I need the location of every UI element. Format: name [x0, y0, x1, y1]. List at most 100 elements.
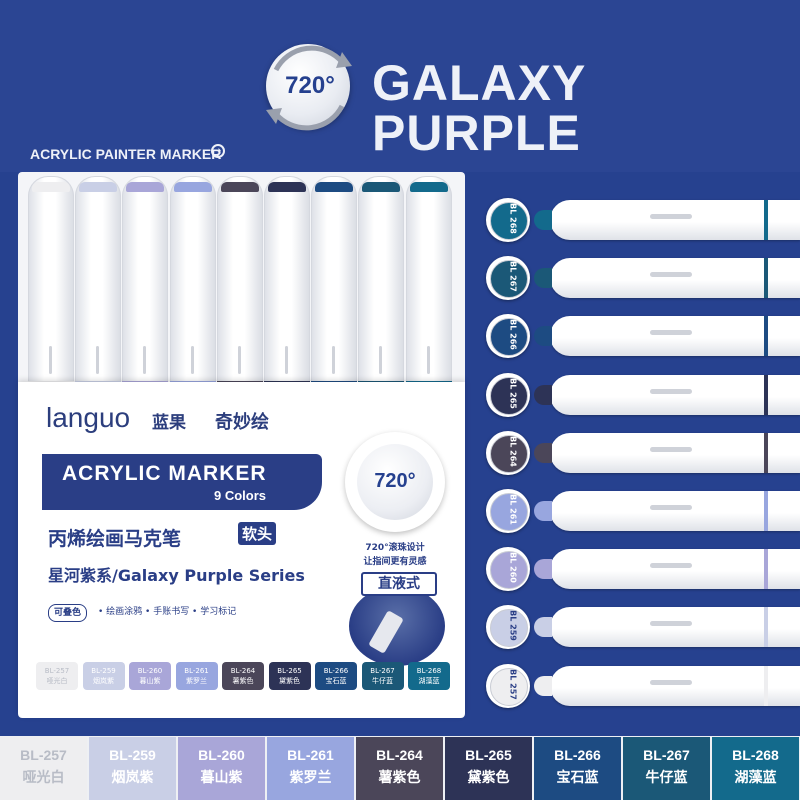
badge-text: 720° [285, 72, 335, 99]
marker-clip-slot [650, 446, 692, 452]
banner-subtitle: 9 Colors [214, 488, 267, 503]
marker-color-dot: BL 267 [486, 256, 530, 301]
pen-cap-tip [32, 182, 70, 192]
marker-barrel [550, 607, 800, 648]
marker-color-fill: BL 267 [490, 260, 528, 299]
color-swatch: BL-261 紫罗兰 [267, 737, 354, 800]
swatch-code: BL-268 [732, 747, 779, 763]
marker-color-dot: BL 268 [486, 198, 530, 242]
pen-cap-tip [362, 182, 401, 192]
chip-name: 紫罗兰 [186, 677, 207, 685]
side-marker: BL 264 [484, 429, 800, 477]
badge-line-2: 让指间更有灵感 [363, 557, 427, 567]
banner-title: ACRYLIC MARKER [62, 462, 267, 485]
subtitle: ACRYLIC PAINTER MARKER [30, 146, 222, 162]
marker-tip [534, 442, 552, 463]
chip-name: 湖藻蓝 [418, 677, 440, 685]
chip-name: 哑光白 [46, 677, 68, 685]
pen-cap-tip [173, 182, 212, 192]
pen-clip-slot [237, 346, 241, 374]
color-swatch: BL-264 薯紫色 [356, 737, 443, 800]
chip-code: BL-265 [277, 667, 302, 675]
marker-tip [534, 326, 552, 347]
swatch-name: 薯紫色 [378, 770, 421, 786]
chip-code: BL-261 [184, 667, 209, 675]
marker-tip [534, 210, 552, 230]
pen-cap-tip [79, 182, 118, 192]
marker-code-label: BL 264 [508, 435, 518, 467]
marker-clip-slot [650, 214, 692, 219]
pen-clip-slot [379, 346, 383, 374]
swatch-name: 烟岚紫 [111, 770, 154, 786]
product-name-cn: 丙烯绘画马克笔 [48, 528, 182, 550]
rotate-arrows-icon [266, 45, 352, 131]
marker-clip-slot [650, 563, 692, 569]
color-swatch: BL-265 黛紫色 [445, 737, 532, 800]
marker-color-fill: BL 260 [490, 551, 528, 590]
swatch-code: BL-267 [643, 747, 690, 763]
tip-type-tag: 软头 [238, 522, 277, 545]
chip-name: 牛仔蓝 [372, 677, 393, 685]
color-swatch: BL-266 宝石蓝 [534, 737, 621, 800]
swatch-name: 湖藻蓝 [734, 770, 777, 786]
marker-color-band [764, 316, 768, 357]
marker-barrel [550, 374, 800, 415]
badge-720: 720° [374, 470, 416, 492]
swatch-code: BL-266 [554, 747, 601, 763]
chip-code: BL-257 [44, 667, 70, 675]
swatch-name: 黛紫色 [467, 770, 510, 786]
marker-code-label: BL 267 [508, 261, 518, 293]
chip-code: BL-260 [137, 667, 163, 675]
package-color-chip: BL-265 黛紫色 [268, 662, 311, 690]
package-pen [75, 176, 122, 408]
swatch-code: BL-260 [198, 747, 245, 763]
marker-clip-slot [650, 272, 692, 278]
color-swatch: BL-267 牛仔蓝 [623, 737, 710, 800]
pen-clip-slot [49, 346, 52, 374]
pen-clip-slot [285, 346, 288, 374]
marker-barrel [550, 665, 800, 706]
package-pen [264, 176, 310, 408]
marker-code-label: BL 266 [508, 319, 518, 351]
marker-color-band [764, 432, 768, 473]
badge-line-1: 720°滚珠设计 [365, 543, 425, 553]
arrow-circle-icon: ➜ [211, 144, 225, 158]
package-color-chip: BL-268 湖藻蓝 [408, 662, 450, 690]
marker-color-band [764, 549, 768, 590]
marker-color-fill: BL 268 [490, 202, 528, 240]
marker-color-band [764, 374, 768, 415]
marker-barrel [550, 491, 800, 531]
marker-color-fill: BL 259 [490, 609, 528, 648]
color-swatch: BL-260 暮山紫 [178, 737, 265, 800]
marker-color-dot: BL 259 [486, 605, 530, 650]
side-marker: BL 259 [484, 603, 800, 651]
side-marker: BL 260 [484, 545, 800, 593]
package-pen [358, 176, 405, 408]
chip-code: BL-264 [230, 667, 256, 675]
series-name: 星河紫系/Galaxy Purple Series [48, 566, 305, 585]
marker-color-band [764, 607, 768, 648]
package-color-chip: BL-266 宝石蓝 [315, 662, 357, 690]
marker-clip-slot [650, 388, 692, 394]
marker-barrel [550, 549, 800, 590]
ballpoint-badge: 720° 720°滚珠设计 让指间更有灵感 直液式 [341, 426, 453, 666]
chip-code: BL-266 [323, 667, 349, 675]
package-pen [405, 176, 452, 408]
marker-barrel [550, 432, 800, 473]
pen-cap-tip [315, 182, 354, 192]
swatch-name: 宝石蓝 [556, 770, 599, 786]
marker-color-dot: BL 261 [486, 489, 530, 533]
color-swatch: BL-259 烟岚紫 [89, 737, 176, 800]
color-swatch: BL-257 哑光白 [0, 737, 87, 800]
marker-barrel [550, 258, 800, 299]
marker-color-dot: BL 264 [486, 430, 530, 475]
side-marker: BL 265 [484, 371, 800, 419]
badge-inner-disc [357, 444, 433, 520]
swatch-name: 牛仔蓝 [645, 770, 688, 786]
package-pen [216, 176, 263, 408]
marker-color-dot: BL 257 [486, 663, 530, 708]
marker-clip-slot [650, 679, 692, 685]
pen-clip-slot [190, 346, 194, 374]
marker-color-fill: BL 257 [490, 667, 528, 706]
direct-liquid-label: 直液式 [361, 572, 437, 596]
